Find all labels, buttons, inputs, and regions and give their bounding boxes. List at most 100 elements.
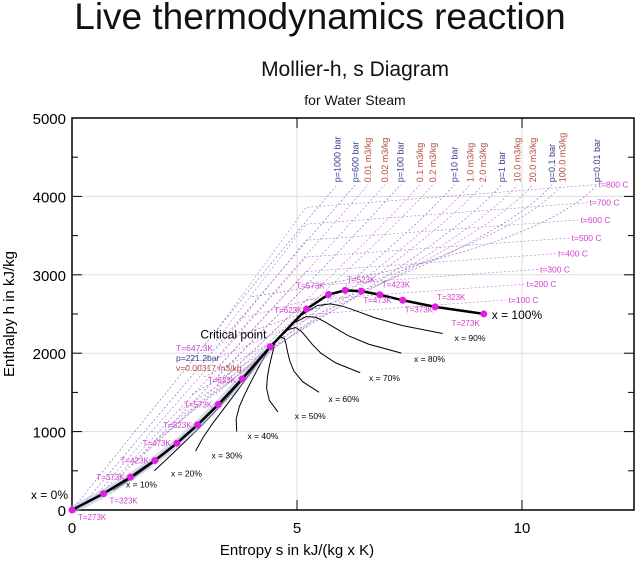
isochore-line <box>131 184 421 466</box>
isobar-line <box>191 184 502 395</box>
isotherm-line <box>215 202 588 342</box>
sat-vapor-marker <box>302 305 310 313</box>
meme-title: Live thermodynamics reaction <box>74 0 566 37</box>
critical-p-label: p=221.2bar <box>176 353 219 363</box>
isochore-label: 10.0 m3/kg <box>513 138 523 183</box>
quality-label: x = 60% <box>329 394 360 404</box>
isochore-line <box>143 184 434 454</box>
isobar-label: p=0.1 bar <box>547 144 557 182</box>
sat-vapor-marker <box>341 286 349 294</box>
sat-liquid-marker <box>127 473 134 481</box>
y-tick-label: 4000 <box>33 189 66 206</box>
sat-liquid-temp-label: T=473K <box>143 439 172 448</box>
quality-label: x = 10% <box>126 479 157 489</box>
isotherm-label: t=300 C <box>540 264 570 274</box>
quality-label: x = 80% <box>414 354 445 364</box>
isochore-label: 0.1 m3/kg <box>415 143 425 183</box>
isotherm-label: t=400 C <box>558 249 588 259</box>
sat-vapor-marker <box>399 296 407 304</box>
isobar-label: p=1 bar <box>497 152 507 183</box>
isotherm-line <box>215 184 597 332</box>
isotherm-label: t=700 C <box>590 198 620 208</box>
isochore-line <box>239 184 563 319</box>
x-tick-label: 5 <box>293 520 301 537</box>
y-tick-label: 0 <box>58 503 66 520</box>
quality-line <box>270 336 320 393</box>
sat-vapor-temp-label: T=273K <box>452 319 481 328</box>
isotherm-line <box>215 299 507 395</box>
sat-liquid-temp-label: T=623K <box>208 376 237 385</box>
quality-label: x = 30% <box>212 450 243 460</box>
quality-line <box>270 303 443 347</box>
isochore-label: 1.0 m3/kg <box>465 143 475 183</box>
quality-label: x = 40% <box>248 431 279 441</box>
sat-vapor-temp-label: T=473K <box>363 296 392 305</box>
isobar-label: p=0.01 bar <box>592 139 602 182</box>
isochore-label: 0.01 m3/kg <box>363 138 373 183</box>
isotherm-label: t=500 C <box>572 233 602 243</box>
isobar-line <box>71 184 338 511</box>
isobar-label: p=10 bar <box>450 147 460 183</box>
isotherm-label: t=200 C <box>527 279 557 289</box>
sat-liquid-marker <box>194 421 202 429</box>
sat-liquid-marker <box>68 506 76 514</box>
isobar-line <box>155 184 455 441</box>
sat-liquid-temp-label: T=323K <box>110 497 139 506</box>
isotherm-label: t=100 C <box>509 295 539 305</box>
isochore-line <box>215 184 534 359</box>
sat-vapor-marker <box>480 310 488 318</box>
isotherm-line <box>215 237 570 361</box>
quality-line <box>235 346 271 432</box>
isochore-label: 2.0 m3/kg <box>478 143 488 183</box>
isochore-line <box>179 184 484 411</box>
isotherm-label: t=600 C <box>581 215 611 225</box>
isotherm-label: t=800 C <box>599 180 629 190</box>
sat-liquid-marker <box>173 439 181 447</box>
isochore-label: 0.02 m3/kg <box>380 138 390 183</box>
sat-vapor-temp-label: T=423K <box>382 281 411 290</box>
isobar-line <box>251 184 598 298</box>
sat-liquid-temp-label: T=373K <box>96 473 125 482</box>
sat-liquid-temp-label: T=273K <box>78 513 107 522</box>
y-tick-label: 2000 <box>33 346 66 363</box>
quality-line <box>270 315 402 354</box>
critical-point-marker <box>266 343 274 351</box>
quality-label: x = 70% <box>369 373 400 383</box>
isotherm-line <box>215 269 539 378</box>
x-tick-label: 0 <box>68 520 76 537</box>
x0-label: x = 0% <box>31 488 68 502</box>
isochore-line <box>95 184 369 496</box>
y-axis-label: Enthalpy h in kJ/kg <box>1 251 18 377</box>
sat-liquid-temp-label: T=423K <box>121 456 150 465</box>
isobar-label: p=100 bar <box>396 141 406 182</box>
isochore-line <box>107 184 385 487</box>
sat-vapor-temp-label: T=373K <box>405 305 434 314</box>
critical-T-label: T=647.3K <box>176 343 213 353</box>
isochore-label: 0.2 m3/kg <box>428 143 438 183</box>
isobar-line <box>119 184 401 477</box>
isobar-label: p=600 bar <box>351 141 361 182</box>
x-axis-label: Entropy s in kJ/(kg x K) <box>220 542 374 559</box>
quality-label: x = 20% <box>171 468 202 478</box>
isochore-label: 100.0 m3/kg <box>558 133 568 183</box>
isobar-line <box>83 184 356 504</box>
sat-vapor-marker <box>376 291 384 299</box>
sat-vapor-temp-label: T=573K <box>296 281 325 290</box>
quality-label: x = 90% <box>455 333 486 343</box>
sat-vapor-temp-label: T=623K <box>274 306 303 315</box>
quality-label: x = 50% <box>295 411 326 421</box>
sat-liquid-temp-label: T=573K <box>184 401 213 410</box>
isobar-line <box>227 184 553 340</box>
sat-vapor-marker <box>325 290 332 298</box>
sat-liquid-marker <box>238 375 246 383</box>
x100-label: x = 100% <box>492 308 543 322</box>
sat-vapor-temp-label: T=323K <box>437 293 466 302</box>
sat-liquid-temp-label: T=523K <box>163 421 192 430</box>
quality-line <box>266 342 279 413</box>
y-tick-label: 1000 <box>33 425 66 442</box>
chart-subtitle: for Water Steam <box>304 92 406 108</box>
sat-vapor-marker <box>431 303 439 311</box>
isobar-label: p=1000 bar <box>333 136 343 182</box>
y-tick-label: 5000 <box>33 111 66 128</box>
